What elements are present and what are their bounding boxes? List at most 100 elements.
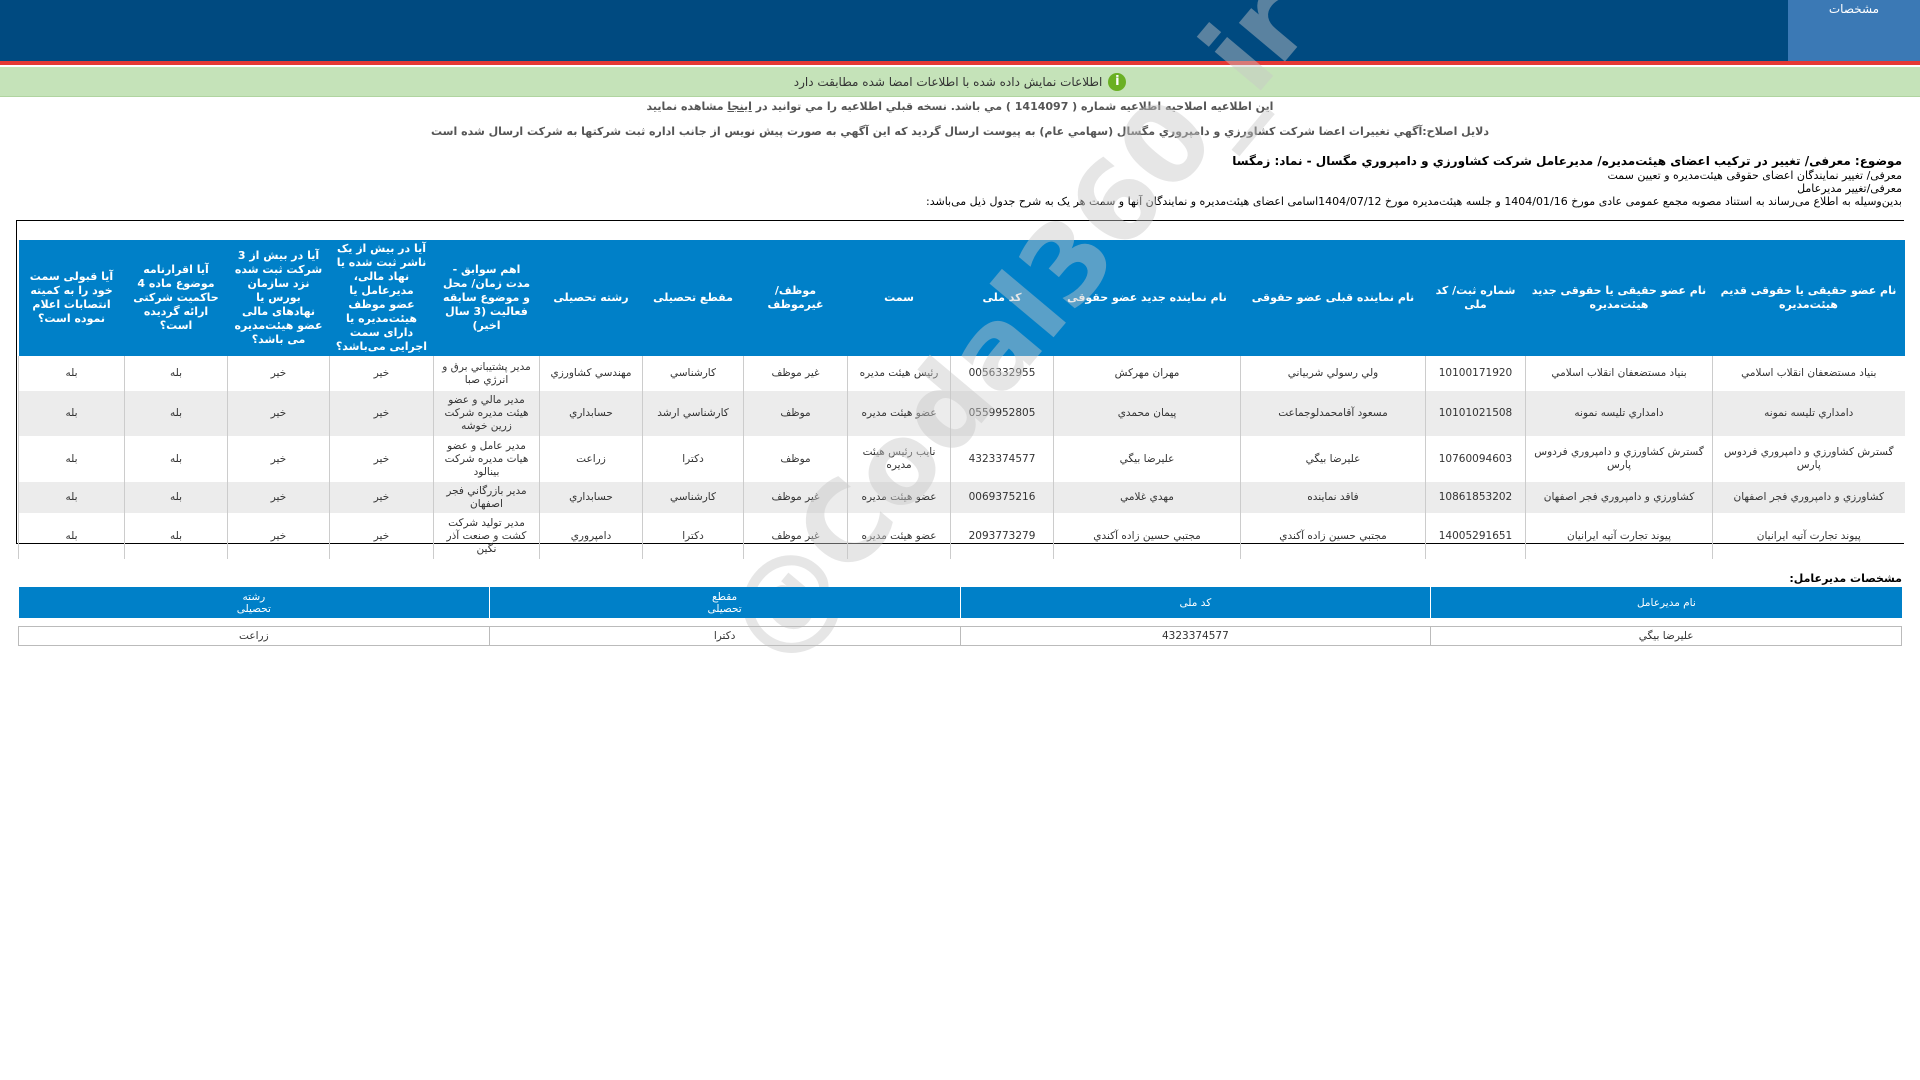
subject-block: موضوع: معرفی/ تغییر در ترکیب اعضای هیئت‌… — [926, 154, 1902, 208]
column-header: آیا قبولی سمت خود را به کمیته انتصابات ا… — [18, 240, 125, 356]
table-cell: حسابداري — [539, 482, 643, 513]
column-header: مقطع تحصیلی — [642, 240, 744, 356]
table-cell: مجتبي حسين زاده آكندي — [1240, 513, 1426, 559]
table-cell: كارشناسي — [642, 482, 744, 513]
column-header: رشته تحصیلی — [539, 240, 643, 356]
table-cell: پيمان محمدي — [1053, 391, 1241, 436]
column-header: نام نماینده جدید عضو حقوقی — [1053, 240, 1241, 356]
previous-version-link[interactable]: اينجا — [727, 100, 752, 113]
table-cell: 10100171920 — [1425, 356, 1526, 391]
column-header: مقطع تحصیلی — [488, 587, 960, 618]
table-cell: عليرضا بيگي — [1240, 436, 1426, 482]
table-cell: بنياد مستضعفان انقلاب اسلامي — [1712, 356, 1905, 391]
table-cell: بله — [18, 356, 125, 391]
table-cell: مدير عامل و عضو هيات مديره شركت بينالود — [433, 436, 540, 482]
table-cell: خیر — [227, 356, 330, 391]
info-icon: i — [1108, 72, 1127, 91]
table-cell: خیر — [329, 482, 434, 513]
table-cell: خیر — [227, 391, 330, 436]
correction-text: اين اطلاعيه اصلاحيه اطلاعيه شماره ( 1414… — [751, 100, 1274, 113]
column-header: آیا در بیش از یک ناشر ثبت شده یا نهاد ما… — [329, 240, 434, 356]
table-cell: پيوند تجارت آتيه ايرانيان — [1712, 513, 1905, 559]
table-cell: گسترش كشاورزي و دامپروري فردوس پارس — [1712, 436, 1905, 482]
table-cell: مدير پشتيباني برق و انرژي صبا — [433, 356, 540, 391]
table-cell: خیر — [227, 436, 330, 482]
table-row: گسترش كشاورزي و دامپروري فردوس پارس گسترش… — [18, 436, 1905, 482]
table-cell: مجتبي حسين زاده آكندي — [1053, 513, 1241, 559]
table-cell: خیر — [329, 513, 434, 559]
board-table: نام عضو حقیقی یا حقوقی قدیم هیئت‌مدیره نا… — [18, 240, 1905, 559]
table-cell: مسعود آقامحمدلوجماعت — [1240, 391, 1426, 436]
table-cell: بله — [124, 391, 228, 436]
table-cell: كشاورزي و دامپروري فجر اصفهان — [1525, 482, 1713, 513]
column-header: کد ملی — [959, 587, 1431, 618]
column-header: اهم سوابق - مدت زمان/ محل و موضوع سابقه … — [433, 240, 540, 356]
table-cell: 10861853202 — [1425, 482, 1526, 513]
table-cell: مدير توليد شركت كشت و صنعت آذر نگين — [433, 513, 540, 559]
table-cell: 10101021508 — [1425, 391, 1526, 436]
table-cell: عضو هيئت مديره — [847, 482, 951, 513]
table-cell: پيوند تجارت آتيه ايرانيان — [1525, 513, 1713, 559]
top-banner — [0, 0, 1920, 61]
subject-title: موضوع: معرفی/ تغییر در ترکیب اعضای هیئت‌… — [1232, 154, 1902, 168]
subject-line: معرفی/تغییر مدیرعامل — [1797, 182, 1902, 195]
ceo-table: نام مدیرعامل کد ملی مقطع تحصیلی رشته تحصیلی… — [18, 587, 1902, 646]
table-cell: خیر — [227, 513, 330, 559]
column-header: سمت — [847, 240, 951, 356]
table-cell: 0559952805 — [950, 391, 1054, 436]
table-cell: فاقد نماينده — [1240, 482, 1426, 513]
table-cell: ولي رسولي شربياني — [1240, 356, 1426, 391]
table-cell: بله — [18, 482, 125, 513]
table-cell: 10760094603 — [1425, 436, 1526, 482]
banner-divider — [0, 61, 1920, 65]
table-cell: بله — [124, 482, 228, 513]
table-row: كشاورزي و دامپروري فجر اصفهان كشاورزي و د… — [18, 482, 1905, 513]
table-cell: خیر — [227, 482, 330, 513]
table-cell: غير موظف — [743, 513, 848, 559]
table-cell: خیر — [329, 436, 434, 482]
tab-details[interactable]: مشخصات — [1788, 0, 1920, 61]
column-header: نام عضو حقیقی یا حقوقی قدیم هیئت‌مدیره — [1712, 240, 1905, 356]
table-cell: موظف — [743, 436, 848, 482]
table-cell: مهندسي كشاورزي — [539, 356, 643, 391]
table-cell: كارشناسي ارشد — [642, 391, 744, 436]
subject-line: معرفی/ تغییر نمایندگان اعضای حقوقی هیئت‌… — [1607, 169, 1902, 182]
table-cell: موظف — [743, 391, 848, 436]
verification-notice: i اطلاعات نمایش داده شده با اطلاعات امضا… — [0, 67, 1920, 97]
column-header: نام نماینده قبلی عضو حقوقی — [1240, 240, 1426, 356]
table-cell: غير موظف — [743, 482, 848, 513]
table-cell: رئيس هيئت مديره — [847, 356, 951, 391]
table-cell: 4323374577 — [950, 436, 1054, 482]
column-header: کد ملی — [950, 240, 1054, 356]
table-cell: غير موظف — [743, 356, 848, 391]
table-cell: بله — [124, 436, 228, 482]
column-header: شماره ثبت/ کد ملی — [1425, 240, 1526, 356]
table-cell: زراعت — [539, 436, 643, 482]
table-cell: عليرضا بيگي — [1430, 625, 1902, 646]
table-cell: 2093773279 — [950, 513, 1054, 559]
table-cell: 0056332955 — [950, 356, 1054, 391]
table-cell: بنياد مستضعفان انقلاب اسلامي — [1525, 356, 1713, 391]
notice-text: اطلاعات نمایش داده شده با اطلاعات امضا ش… — [793, 74, 1103, 89]
column-header: نام مدیرعامل — [1430, 587, 1902, 618]
correction-note: اين اطلاعيه اصلاحيه اطلاعيه شماره ( 1414… — [0, 100, 1920, 113]
table-cell: عليرضا بيگي — [1053, 436, 1241, 482]
table-cell: بله — [124, 513, 228, 559]
column-header: آیا اقرارنامه موضوع ماده 4 حاکمیت شرکتی … — [124, 240, 228, 356]
table-cell: 0069375216 — [950, 482, 1054, 513]
table-cell: مهران مهركش — [1053, 356, 1241, 391]
table-cell: دكترا — [642, 436, 744, 482]
table-cell: مدير مالي و عضو هيئت مديره شركت زرين خوش… — [433, 391, 540, 436]
column-header: آیا در بیش از 3 شرکت ثبت شده نزد سازمان … — [227, 240, 330, 356]
column-header: موظف/ غیرموظف — [743, 240, 848, 356]
subject-line: بدین‌وسیله به اطلاع می‌رساند به استناد م… — [926, 195, 1902, 208]
table-cell: 14005291651 — [1425, 513, 1526, 559]
column-header: رشته تحصیلی — [18, 587, 490, 618]
table-cell: حسابداري — [539, 391, 643, 436]
correction-text-end: مشاهده نماييد — [646, 100, 728, 113]
table-cell: كارشناسي — [642, 356, 744, 391]
table-cell: مدير بازرگاني فجر اصفهان — [433, 482, 540, 513]
table-cell: دكترا — [642, 513, 744, 559]
table-cell: كشاورزي و دامپروري فجر اصفهان — [1712, 482, 1905, 513]
table-cell: عضو هيئت مديره — [847, 391, 951, 436]
